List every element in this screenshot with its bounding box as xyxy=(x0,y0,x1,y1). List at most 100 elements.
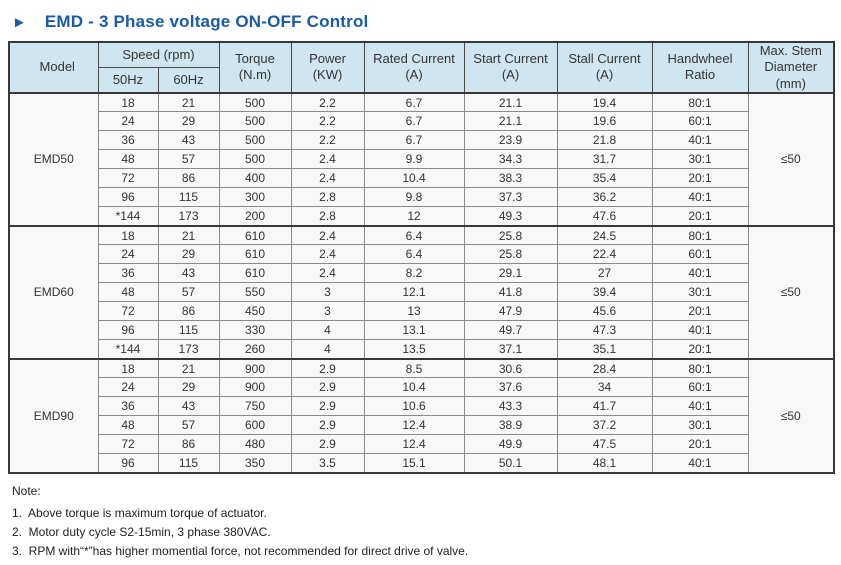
data-cell: 6.7 xyxy=(363,111,465,132)
max-stem-cell: ≤50 xyxy=(747,91,835,227)
data-cell: 20:1 xyxy=(651,339,749,360)
data-cell: 115 xyxy=(157,453,220,474)
header-line: Diameter xyxy=(764,59,818,75)
data-cell: 29.1 xyxy=(463,263,558,284)
data-cell: 24.5 xyxy=(556,224,653,246)
col-header-handwheel-ratio: Handwheel Ratio xyxy=(651,41,749,94)
table-row: 24 29 610 2.4 6.4 25.8 22.4 60:1 xyxy=(9,244,834,265)
table-row: *144 173 260 4 13.5 37.1 35.1 20:1 xyxy=(9,339,834,360)
data-cell: 500 xyxy=(218,111,292,132)
data-cell: 13 xyxy=(363,301,465,322)
col-header-rated-current: Rated Current (A) xyxy=(363,41,465,94)
header-line: Rated Current xyxy=(373,51,455,67)
data-cell: 2.4 xyxy=(290,224,365,246)
data-cell: 18 xyxy=(97,224,159,246)
data-cell: 43 xyxy=(157,396,220,417)
table-row: 96 115 330 4 13.1 49.7 47.3 40:1 xyxy=(9,320,834,341)
data-cell: 2.9 xyxy=(290,377,365,398)
table-row: EMD90 18 21 900 2.9 8.5 30.6 28.4 80:1 ≤50 xyxy=(8,357,835,474)
data-cell: 330 xyxy=(218,320,292,341)
data-cell: 39.4 xyxy=(556,282,653,303)
data-cell: 350 xyxy=(218,453,292,474)
model-cell: EMD90 xyxy=(8,357,99,474)
data-cell: 47.3 xyxy=(556,320,653,341)
table-row: 72 86 400 2.4 10.4 38.3 35.4 20:1 xyxy=(9,168,834,189)
page-title-row: ► EMD - 3 Phase voltage ON-OFF Control xyxy=(8,8,833,41)
data-cell: 450 xyxy=(218,301,292,322)
data-cell: 2.4 xyxy=(290,244,365,265)
table-row: EMD60 18 21 610 2.4 6.4 25.8 24.5 80:1 ≤50 xyxy=(8,224,835,360)
data-cell: 34.3 xyxy=(463,149,558,170)
data-cell: 37.3 xyxy=(463,187,558,208)
data-cell: 21.1 xyxy=(463,111,558,132)
data-cell: 21.8 xyxy=(556,130,653,151)
data-cell: 23.9 xyxy=(463,130,558,151)
data-cell: 500 xyxy=(218,91,292,113)
header-line: Torque xyxy=(235,51,275,67)
data-cell: *144 xyxy=(97,339,159,360)
data-cell: 29 xyxy=(157,377,220,398)
data-cell: 900 xyxy=(218,377,292,398)
col-header-model: Model xyxy=(8,41,99,94)
data-cell: 43 xyxy=(157,130,220,151)
table-row: 24 29 900 2.9 10.4 37.6 34 60:1 xyxy=(9,377,834,398)
table-row: EMD50 18 21 500 2.2 6.7 21.1 19.4 80:1 ≤50 xyxy=(8,91,835,227)
data-cell: 41.8 xyxy=(463,282,558,303)
data-cell: 6.7 xyxy=(363,91,465,113)
header-line: Ratio xyxy=(684,67,716,83)
data-cell: 96 xyxy=(97,320,159,341)
data-cell: 48.1 xyxy=(556,453,653,474)
table-row: 96 115 300 2.8 9.8 37.3 36.2 40:1 xyxy=(9,187,834,208)
data-cell: 24 xyxy=(97,111,159,132)
data-cell: 19.4 xyxy=(556,91,653,113)
data-cell: 2.8 xyxy=(290,187,365,208)
data-cell: 72 xyxy=(97,168,159,189)
data-cell: 6.7 xyxy=(363,130,465,151)
data-cell: 48 xyxy=(97,149,159,170)
col-header-max-stem: Max. Stem Diameter (mm) xyxy=(747,41,835,94)
model-cell: EMD60 xyxy=(8,224,99,360)
data-cell: 60:1 xyxy=(651,377,749,398)
data-cell: 13.5 xyxy=(363,339,465,360)
data-cell: 4 xyxy=(290,320,365,341)
data-cell: 43 xyxy=(157,263,220,284)
data-cell: 50.1 xyxy=(463,453,558,474)
col-header-60hz: 60Hz xyxy=(157,66,220,94)
data-cell: 80:1 xyxy=(651,357,749,379)
data-cell: 20:1 xyxy=(651,434,749,455)
data-cell: 18 xyxy=(97,357,159,379)
data-cell: 86 xyxy=(157,168,220,189)
data-cell: 10.4 xyxy=(363,377,465,398)
table-row: 36 43 750 2.9 10.6 43.3 41.7 40:1 xyxy=(9,396,834,417)
data-cell: 22.4 xyxy=(556,244,653,265)
col-header-power: Power (KW) xyxy=(290,41,365,94)
data-cell: 96 xyxy=(97,187,159,208)
data-cell: 36 xyxy=(97,263,159,284)
data-cell: 3 xyxy=(290,301,365,322)
data-cell: 49.7 xyxy=(463,320,558,341)
data-cell: 80:1 xyxy=(651,224,749,246)
spec-table: Model Speed (rpm) Torque (N.m) Power (KW) … xyxy=(8,41,835,474)
title-arrow-icon: ► xyxy=(12,13,27,31)
data-cell: 6.4 xyxy=(363,224,465,246)
data-cell: 12.4 xyxy=(363,434,465,455)
data-cell: 9.8 xyxy=(363,187,465,208)
max-stem-cell: ≤50 xyxy=(747,224,835,360)
data-cell: 21 xyxy=(157,91,220,113)
data-cell: 38.9 xyxy=(463,415,558,436)
data-cell: 30:1 xyxy=(651,149,749,170)
table-header: Model Speed (rpm) Torque (N.m) Power (KW) … xyxy=(8,41,835,94)
data-cell: 29 xyxy=(157,111,220,132)
data-cell: 200 xyxy=(218,206,292,227)
note-item-2: 2. Motor duty cycle S2-15min, 3 phase 38… xyxy=(12,524,271,539)
data-cell: 86 xyxy=(157,301,220,322)
data-cell: 37.1 xyxy=(463,339,558,360)
header-line: (A) xyxy=(501,67,520,83)
data-cell: 60:1 xyxy=(651,111,749,132)
data-cell: 12.4 xyxy=(363,415,465,436)
data-cell: 57 xyxy=(157,415,220,436)
table-row: *144 173 200 2.8 12 49.3 47.6 20:1 xyxy=(9,206,834,227)
data-cell: 47.9 xyxy=(463,301,558,322)
data-cell: 57 xyxy=(157,149,220,170)
header-line: Max. Stem xyxy=(759,43,822,58)
